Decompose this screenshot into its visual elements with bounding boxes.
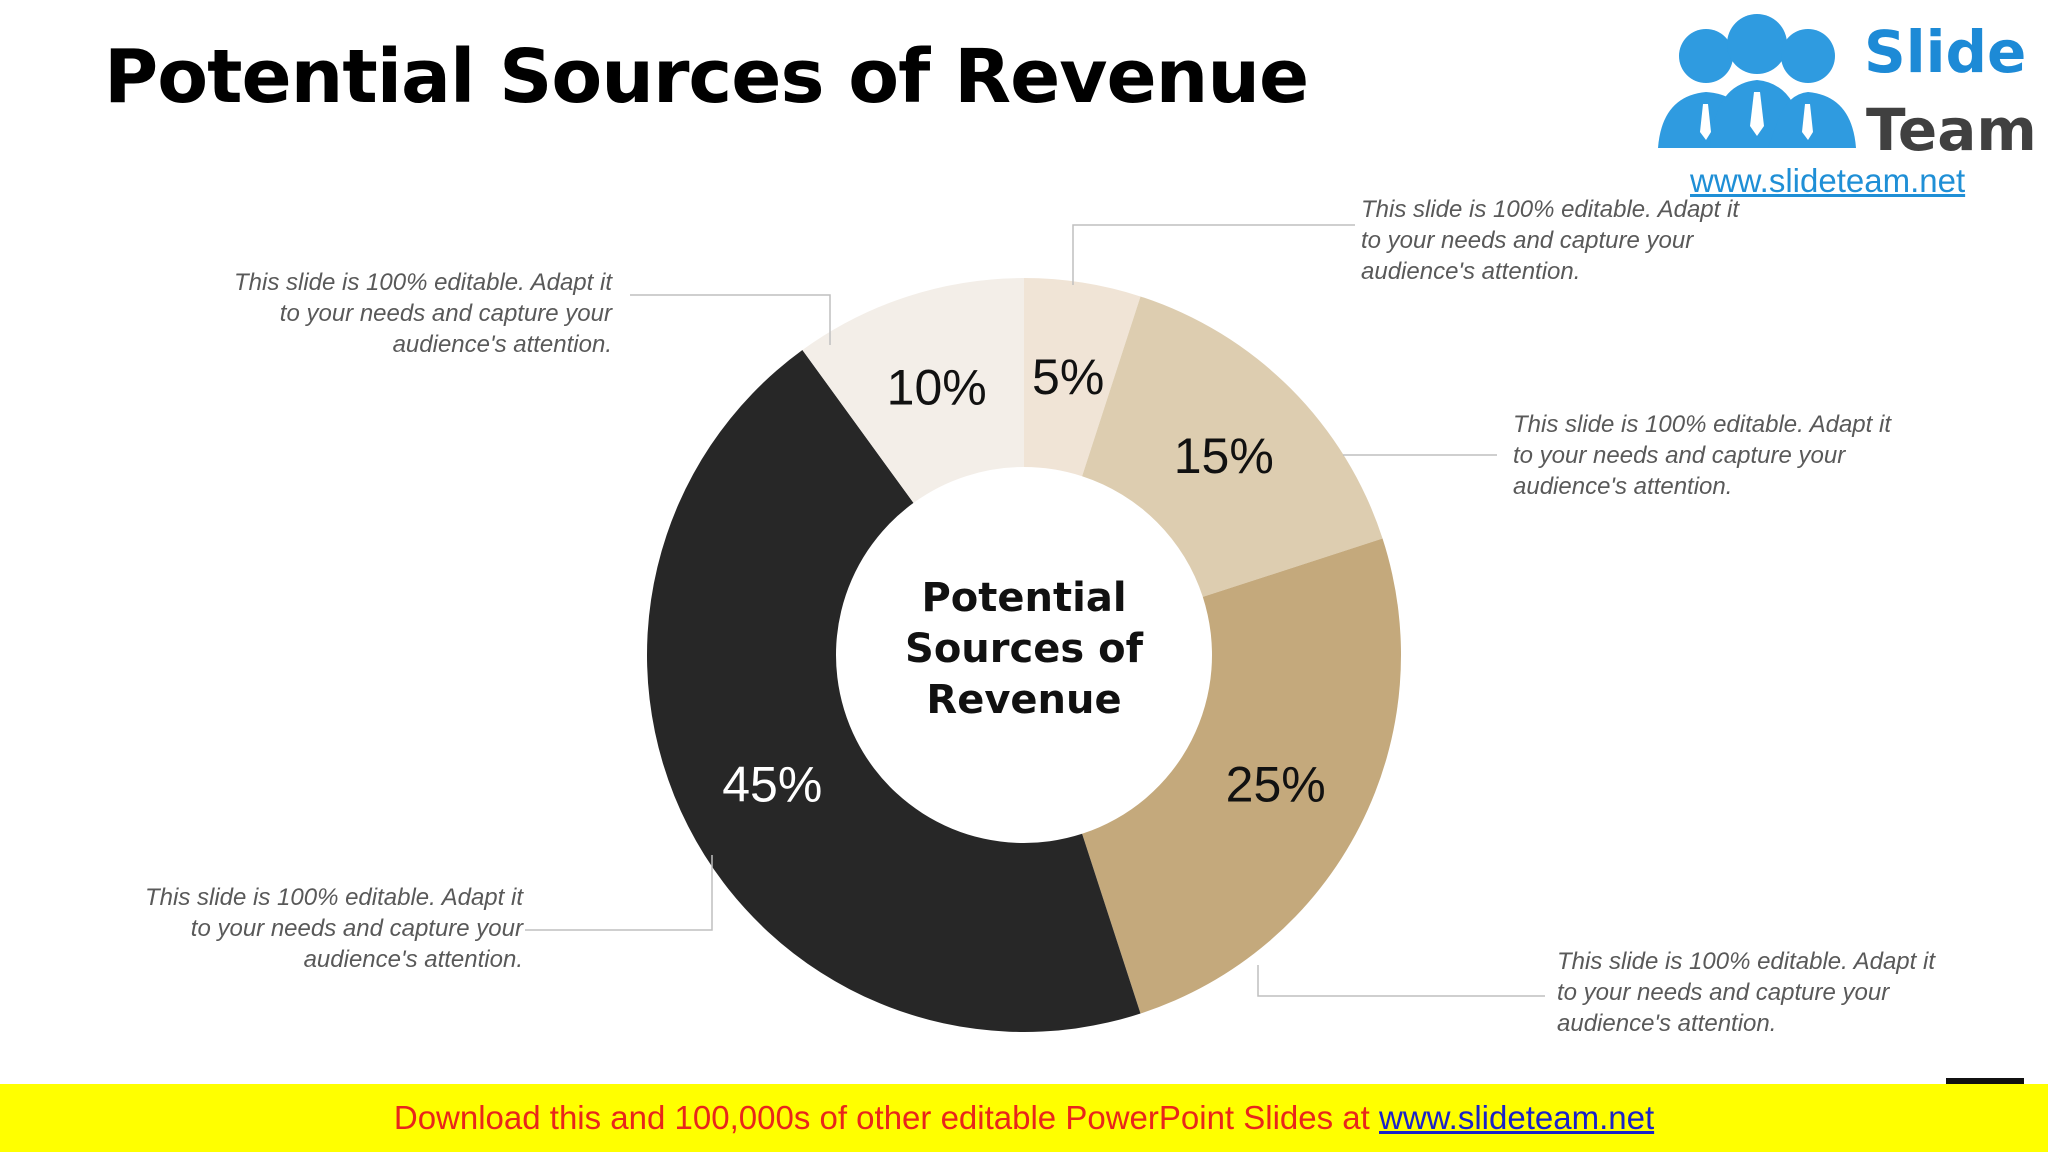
slice-25-percent	[1082, 538, 1401, 1014]
callout-top-right: This slide is 100% editable. Adapt it to…	[1361, 196, 1739, 285]
logo-word-team: Team	[1866, 96, 2037, 164]
slice-label-10-percent: 10%	[887, 359, 987, 415]
logo-url[interactable]: www.slideteam.net	[1690, 162, 1966, 199]
leader-lines	[525, 224, 1545, 997]
slice-5-percent	[1024, 278, 1141, 477]
center-label-line-3: Revenue	[926, 677, 1121, 723]
slice-45-percent	[647, 350, 1141, 1032]
slice-label-45-percent: 45%	[722, 756, 822, 812]
slideteam-logo: Slide Team	[1658, 14, 2037, 164]
slide-title: Potential Sources of Revenue	[104, 34, 1309, 120]
callout-middle-right: This slide is 100% editable. Adapt it to…	[1513, 411, 1891, 500]
slices-group	[647, 278, 1401, 1032]
slice-labels-group: 5% 15% 25% 45% 10%	[722, 349, 1325, 812]
callout-bottom-right: This slide is 100% editable. Adapt it to…	[1557, 948, 1935, 1037]
slice-15-percent	[1082, 296, 1383, 597]
slice-label-15-percent: 15%	[1174, 428, 1274, 484]
center-label-line-2: Sources of	[905, 626, 1144, 672]
leader-line-1	[1072, 224, 1355, 285]
leader-line-4	[525, 855, 713, 931]
leader-line-5	[630, 294, 831, 345]
leader-line-3	[1257, 965, 1545, 997]
people-icon	[1658, 14, 1856, 148]
slice-10-percent	[802, 278, 1024, 503]
slice-label-5-percent: 5%	[1032, 349, 1104, 405]
callout-top-left: This slide is 100% editable. Adapt it to…	[234, 269, 612, 358]
banner-link[interactable]: www.slideteam.net	[1379, 1099, 1655, 1136]
download-banner: Download this and 100,000s of other edit…	[0, 1084, 2048, 1152]
center-label-line-1: Potential	[921, 575, 1126, 621]
slice-label-25-percent: 25%	[1226, 756, 1326, 812]
banner-text: Download this and 100,000s of other edit…	[393, 1099, 1379, 1136]
logo-word-slide: Slide	[1864, 18, 2026, 86]
donut-chart: 5% 15% 25% 45% 10% Potential Sources of Reve…	[525, 224, 1545, 1032]
callout-bottom-left: This slide is 100% editable. Adapt it to…	[145, 884, 523, 973]
